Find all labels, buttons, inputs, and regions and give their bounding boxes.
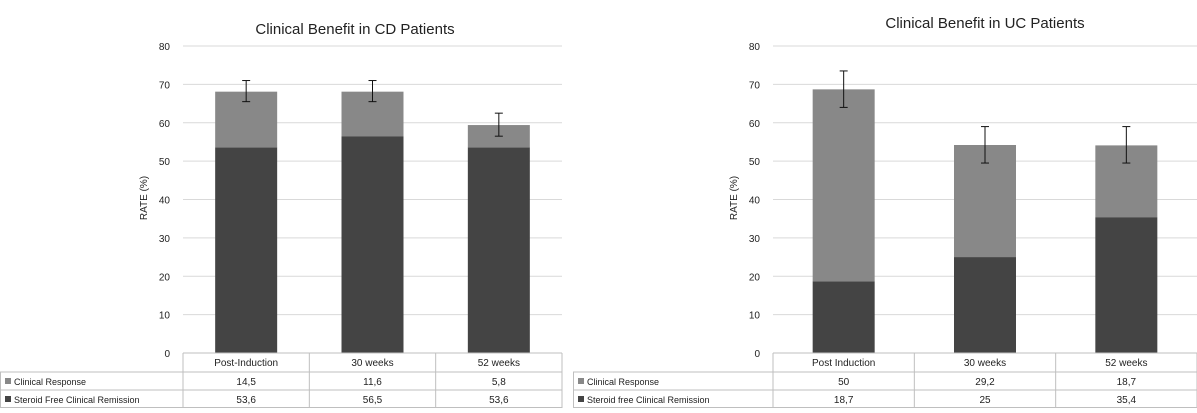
- y-tick-label: 0: [164, 349, 170, 360]
- table-value: 14,5: [236, 377, 256, 388]
- legend-swatch: [578, 378, 584, 384]
- legend-label: Clinical Response: [14, 377, 86, 387]
- y-tick-label: 60: [159, 119, 171, 130]
- y-tick-label: 0: [754, 349, 760, 360]
- y-tick-label: 30: [749, 234, 761, 245]
- y-tick-label: 10: [159, 311, 171, 322]
- table-value: 53,6: [489, 395, 509, 406]
- chart-title: Clinical Benefit in UC Patients: [885, 15, 1084, 32]
- y-axis-label: RATE (%): [139, 176, 150, 220]
- table-value: 5,8: [492, 377, 506, 388]
- table-value: 25: [979, 395, 991, 406]
- y-tick-label: 20: [749, 272, 761, 283]
- legend-label: Steroid Free Clinical Remission: [14, 395, 140, 405]
- y-tick-label: 50: [159, 157, 171, 168]
- table-value: 11,6: [363, 377, 382, 388]
- y-tick-label: 10: [749, 311, 761, 322]
- y-tick-label: 40: [159, 196, 171, 207]
- bar-remission: [341, 136, 404, 353]
- bar-remission: [954, 257, 1016, 353]
- legend-swatch: [578, 396, 584, 402]
- bar-response: [812, 89, 875, 282]
- chart-title: Clinical Benefit in CD Patients: [255, 21, 454, 38]
- y-tick-label: 70: [159, 80, 171, 91]
- table-value: 56,5: [363, 395, 383, 406]
- bar-remission: [1095, 217, 1158, 353]
- y-tick-label: 30: [159, 234, 171, 245]
- y-tick-label: 20: [159, 272, 171, 283]
- bar-response: [954, 145, 1016, 258]
- table-value: 29,2: [975, 377, 995, 388]
- bar-remission: [812, 281, 875, 353]
- y-axis-label: RATE (%): [729, 176, 740, 220]
- chart-panel-1: Clinical Benefit in CD Patients RATE (%) 0…: [0, 21, 563, 408]
- table-value: 35,4: [1117, 395, 1137, 406]
- table-value: 53,6: [236, 395, 256, 406]
- legend-label: Steroid free Clinical Remission: [587, 395, 710, 405]
- legend-swatch: [5, 396, 11, 402]
- x-category-label: 52 weeks: [478, 358, 520, 369]
- x-category-label: Post-Induction: [214, 358, 278, 369]
- y-tick-label: 70: [749, 80, 761, 91]
- table-value: 18,7: [834, 395, 854, 406]
- y-tick-label: 40: [749, 196, 761, 207]
- y-tick-label: 50: [749, 157, 761, 168]
- y-tick-label: 60: [749, 119, 761, 130]
- x-category-label: Post Induction: [812, 358, 875, 369]
- legend-swatch: [5, 378, 11, 384]
- table-value: 18,7: [1117, 377, 1137, 388]
- x-category-label: 30 weeks: [964, 358, 1006, 369]
- legend-label: Clinical Response: [587, 377, 659, 387]
- x-category-label: 52 weeks: [1105, 358, 1147, 369]
- bar-remission: [215, 147, 278, 353]
- chart-panel-2: Clinical Benefit in UC Patients RATE (%) 0…: [573, 15, 1197, 408]
- x-category-label: 30 weeks: [351, 358, 393, 369]
- table-value: 50: [838, 377, 850, 388]
- y-tick-label: 80: [159, 42, 171, 53]
- bar-remission: [467, 147, 530, 353]
- y-tick-label: 80: [749, 42, 761, 53]
